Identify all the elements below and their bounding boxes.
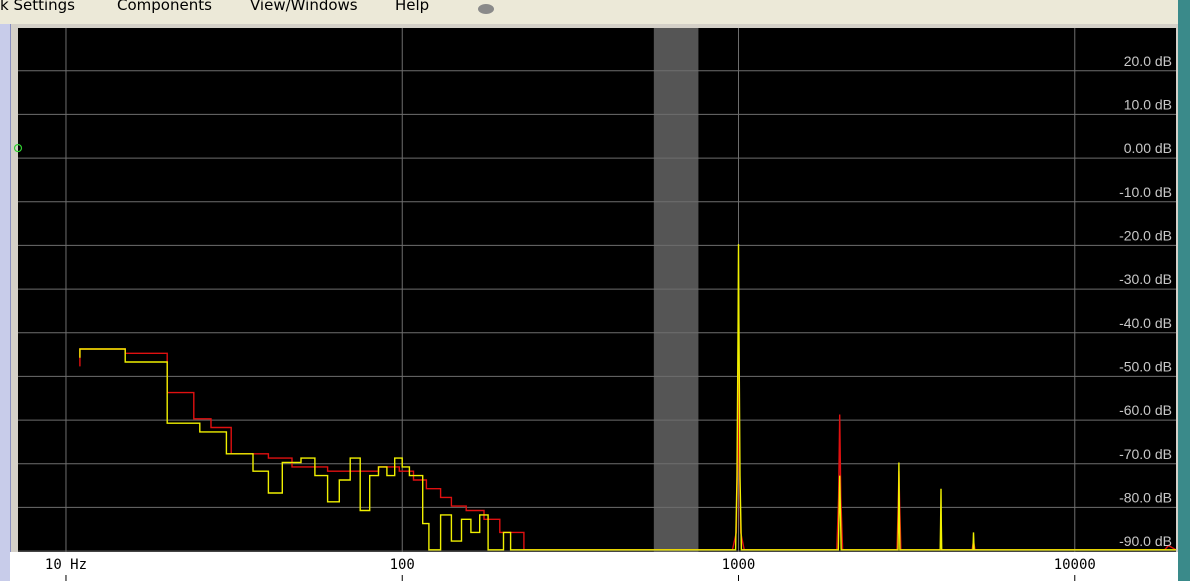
y-tick-label: -10.0 dB [1119, 184, 1172, 200]
x-tick-label: 100 [390, 557, 415, 573]
y-tick-label: 0.00 dB [1124, 140, 1172, 156]
y-tick-label: -80.0 dB [1119, 489, 1172, 505]
plot-background [18, 28, 1176, 552]
x-tick-label: 1000 [722, 557, 756, 573]
menu-item-components[interactable]: Components [117, 0, 212, 14]
window-right-edge [1178, 0, 1190, 581]
y-tick-label: -90.0 dB [1119, 533, 1172, 549]
series-line-yellow [79, 244, 1176, 551]
y-tick-label: -40.0 dB [1119, 315, 1172, 331]
reference-marker-icon[interactable] [13, 143, 23, 153]
window-left-edge [0, 24, 11, 581]
y-tick-label: -20.0 dB [1119, 227, 1172, 243]
x-axis-strip [10, 552, 1178, 581]
y-tick-label: 20.0 dB [1124, 53, 1172, 69]
y-tick-label: -30.0 dB [1119, 271, 1172, 287]
menu-item-settings[interactable]: k Settings [0, 0, 75, 14]
x-tick-label: 10000 [1054, 557, 1096, 573]
menu-item-view-windows[interactable]: View/Windows [250, 0, 358, 14]
highlight-band[interactable] [653, 28, 699, 552]
menu-item-help[interactable]: Help [395, 0, 430, 14]
x-tick-label: 10 Hz [45, 557, 87, 573]
y-tick-label: 10.0 dB [1124, 96, 1172, 112]
y-tick-label: -70.0 dB [1119, 446, 1172, 462]
y-tick-label: -60.0 dB [1119, 402, 1172, 418]
status-dot-icon [478, 4, 494, 14]
y-tick-label: -50.0 dB [1119, 358, 1172, 374]
menu-bar: k Settings Components View/Windows Help [0, 0, 1190, 24]
